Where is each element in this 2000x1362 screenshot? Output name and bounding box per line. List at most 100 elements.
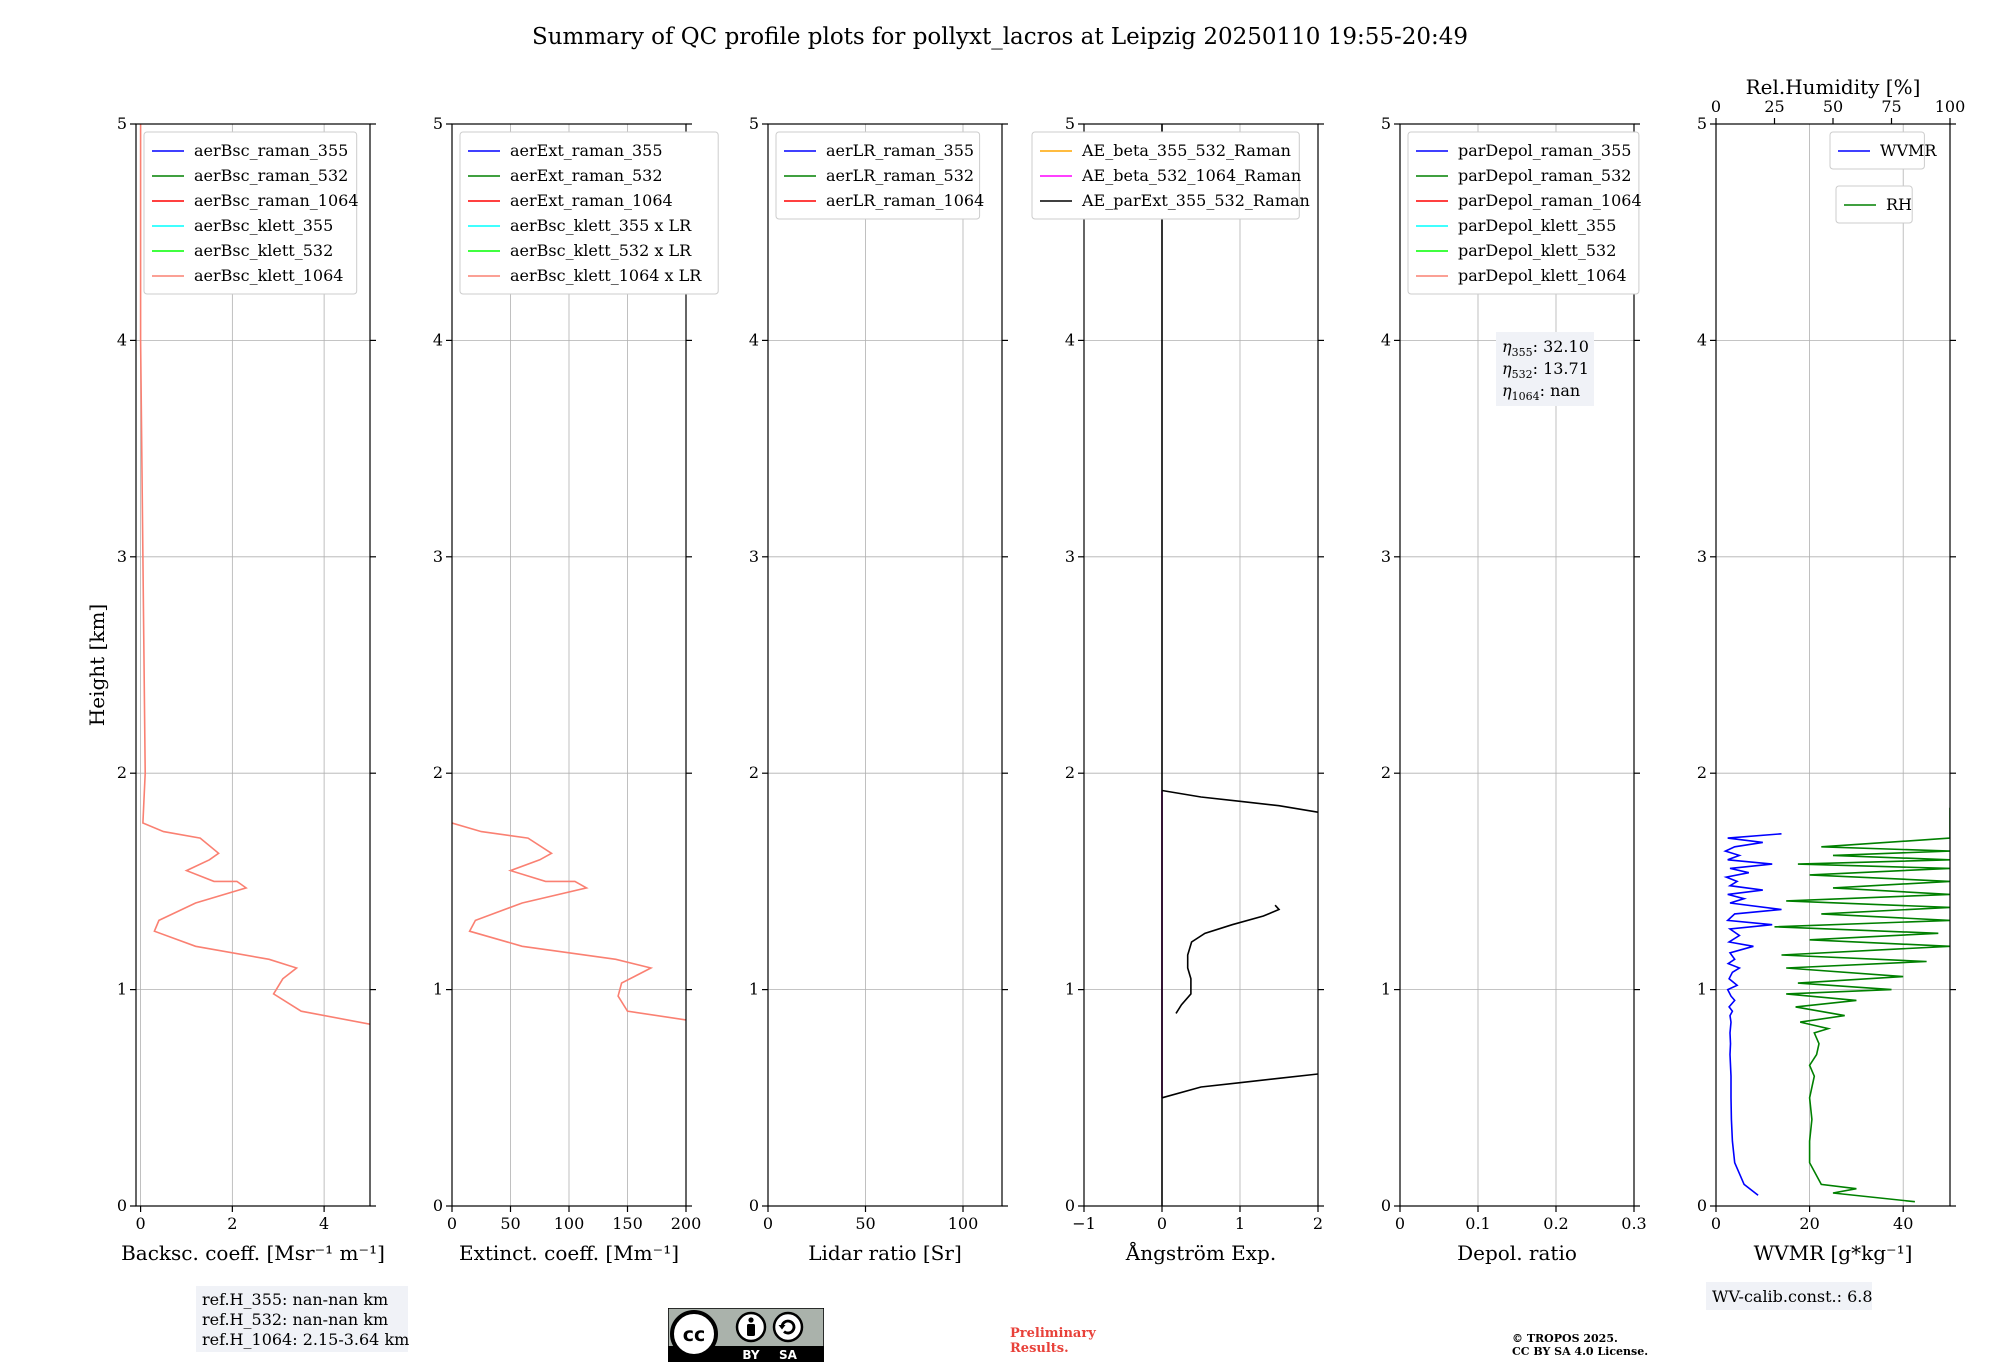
y-tick-label: 0 xyxy=(433,1196,443,1215)
x-tick-label: 200 xyxy=(671,1214,702,1233)
x-tick-label: 50 xyxy=(500,1214,520,1233)
legend-entry: parDepol_klett_1064 xyxy=(1458,266,1627,285)
preliminary-line-1: Preliminary xyxy=(1010,1326,1096,1341)
series-line-aerbsc-klett-1064-x-lr xyxy=(452,822,686,1021)
panel-depol: 0 0.1 0.2 0.3 0 1 2 3 4 5 Depol. ratio parDepol_ram… xyxy=(1381,114,1647,1265)
legend-lidar-ratio: aerLR_raman_355 aerLR_raman_532 aerLR_rama… xyxy=(775,131,984,220)
legend-frame xyxy=(459,131,719,295)
sa-share-alike-icon xyxy=(772,1311,804,1343)
x-axis-label: Backsc. coeff. [Msr⁻¹ m⁻¹] xyxy=(121,1241,385,1265)
y-tick-label: 3 xyxy=(1381,547,1391,566)
x2-tick-label: 100 xyxy=(1935,97,1966,116)
legend-wvmr: WVMR xyxy=(1829,131,1937,170)
legend-entry: aerBsc_klett_355 x LR xyxy=(510,216,692,235)
x-tick-label: 1 xyxy=(1235,1214,1245,1233)
y-tick-label: 4 xyxy=(1065,330,1075,349)
x-tick-label: 20 xyxy=(1799,1214,1819,1233)
legend-entry: aerBsc_raman_355 xyxy=(194,141,348,160)
cc-by-sa-badge[interactable]: cc BY SA xyxy=(668,1308,824,1362)
legend-entry: RH xyxy=(1886,195,1912,214)
y-tick-label: 0 xyxy=(1381,1196,1391,1215)
series-line-ae-parext-355-532-raman xyxy=(1161,1073,1318,1099)
legend-entry: parDepol_raman_355 xyxy=(1458,141,1631,160)
y-tick-label: 1 xyxy=(1065,980,1075,999)
x-tick-label: 40 xyxy=(1893,1214,1913,1233)
eta-box-bg xyxy=(1496,332,1594,406)
legend-entry: AE_parExt_355_532_Raman xyxy=(1081,191,1310,210)
axes-frame xyxy=(1083,123,1319,1207)
y-tick-label: 2 xyxy=(1065,763,1075,782)
ref-h-1064: ref.H_1064: 2.15-3.64 km xyxy=(202,1330,409,1349)
y-tick-label: 5 xyxy=(117,114,127,133)
svg-text:cc: cc xyxy=(683,1324,706,1346)
legend-frame xyxy=(143,131,358,295)
copyright-note: © TROPOS 2025. CC BY SA 4.0 License. xyxy=(1512,1332,1648,1358)
axes-frame xyxy=(1715,123,1951,1207)
legend-entry: aerLR_raman_1064 xyxy=(826,191,984,210)
series-group xyxy=(1161,124,1318,1206)
legend-entry: AE_beta_355_532_Raman xyxy=(1081,141,1291,160)
figure-title: Summary of QC profile plots for pollyxt_… xyxy=(532,24,1468,50)
y-tick-label: 4 xyxy=(433,330,443,349)
series-line-wvmr xyxy=(1723,833,1782,1196)
panel-extinction: 0 50 100 150 200 0 1 2 3 4 5 Extinct. coeff. [Mm⁻¹]… xyxy=(433,114,719,1265)
legend-entry: WVMR xyxy=(1880,141,1937,160)
x-tick-label: 0 xyxy=(763,1214,773,1233)
legend-entry: aerLR_raman_355 xyxy=(826,141,974,160)
legend-entry: aerExt_raman_532 xyxy=(510,166,663,185)
legend-entry: aerExt_raman_355 xyxy=(510,141,663,160)
x-axis-label: Depol. ratio xyxy=(1457,1241,1577,1265)
series-line-ae-parext-355-532-raman xyxy=(1161,789,1318,813)
y-tick-label: 0 xyxy=(1697,1196,1707,1215)
x-tick-label: 0.2 xyxy=(1543,1214,1568,1233)
x-tick-label: 0 xyxy=(1395,1214,1405,1233)
panel-backscatter: 0 2 4 0 1 2 3 4 5 Backsc. coeff. [Msr⁻¹ m⁻¹] Heigh… xyxy=(85,114,385,1265)
y-tick-label: 5 xyxy=(1065,114,1075,133)
wv-calib-constant: WV-calib.const.: 6.8 xyxy=(1712,1287,1873,1306)
eta-1064: η1064: nan xyxy=(1502,381,1580,403)
legend-frame xyxy=(775,131,981,220)
x-tick-label: 100 xyxy=(554,1214,585,1233)
series-line-rh xyxy=(1774,807,1950,1203)
y-tick-label: 0 xyxy=(117,1196,127,1215)
axes-frame xyxy=(767,123,1003,1207)
legend-depol: parDepol_raman_355 parDepol_raman_532 parD… xyxy=(1407,131,1642,295)
x-tick-label: 4 xyxy=(319,1214,329,1233)
legend-frame xyxy=(1829,131,1925,170)
ref-h-532: ref.H_532: nan-nan km xyxy=(202,1310,388,1329)
x2-axis-label: Rel.Humidity [%] xyxy=(1746,75,1921,99)
legend-frame xyxy=(1407,131,1640,295)
y-tick-label: 4 xyxy=(749,330,759,349)
x-tick-label: 0.3 xyxy=(1621,1214,1646,1233)
x-tick-label: 150 xyxy=(612,1214,643,1233)
legend-entry: parDepol_klett_532 xyxy=(1458,241,1616,260)
x-tick-label: 50 xyxy=(855,1214,875,1233)
y-tick-label: 3 xyxy=(433,547,443,566)
x-tick-label: 100 xyxy=(948,1214,979,1233)
y-tick-label: 2 xyxy=(749,763,759,782)
preliminary-results-note: Preliminary Results. xyxy=(1010,1326,1096,1356)
legend-extinction: aerExt_raman_355 aerExt_raman_532 aerExt_r… xyxy=(459,131,719,295)
series-group xyxy=(1723,807,1950,1203)
legend-backscatter: aerBsc_raman_355 aerBsc_raman_532 aerBsc_r… xyxy=(143,131,359,295)
y-tick-label: 1 xyxy=(117,980,127,999)
legend-entry: aerBsc_klett_1064 x LR xyxy=(510,266,702,285)
legend-entry: AE_beta_532_1064_Raman xyxy=(1081,166,1301,185)
x2-tick-label: 25 xyxy=(1764,97,1784,116)
eta-box: η355: 32.10 η532: 13.71 η1064: nan xyxy=(1496,332,1594,406)
legend-entry: aerBsc_klett_532 xyxy=(194,241,333,260)
series-line-ae-parext-355-532-raman xyxy=(1175,904,1281,1014)
y-axis-label: Height [km] xyxy=(85,604,109,726)
legend-entry: aerBsc_klett_1064 xyxy=(194,266,343,285)
y-tick-label: 5 xyxy=(749,114,759,133)
x-tick-label: 0 xyxy=(135,1214,145,1233)
wv-calib-box: WV-calib.const.: 6.8 xyxy=(1706,1282,1873,1310)
x-tick-label: 0 xyxy=(1711,1214,1721,1233)
series-group xyxy=(139,124,370,1025)
ref-h-355: ref.H_355: nan-nan km xyxy=(202,1290,388,1309)
legend-entry: parDepol_raman_1064 xyxy=(1458,191,1642,210)
y-tick-label: 5 xyxy=(433,114,443,133)
series-line-aerbsc-klett-1064 xyxy=(139,124,370,1025)
reference-height-box-bg xyxy=(196,1286,408,1352)
y-tick-label: 0 xyxy=(749,1196,759,1215)
